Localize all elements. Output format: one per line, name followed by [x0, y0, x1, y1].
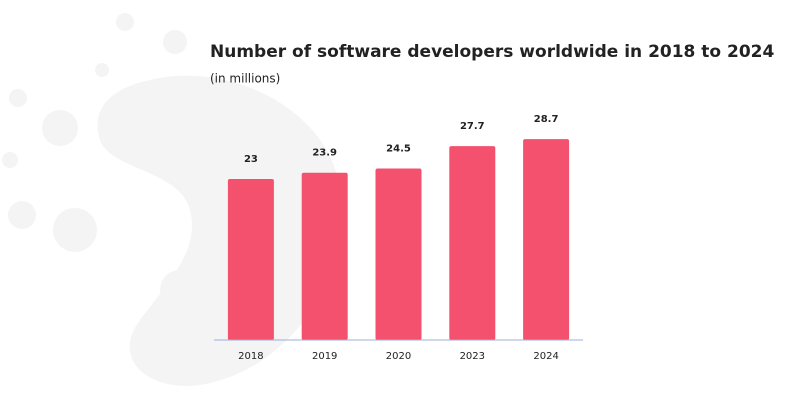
bar	[449, 146, 496, 340]
bar	[227, 179, 274, 340]
bar	[301, 172, 348, 340]
x-tick-label: 2024	[533, 351, 558, 362]
bar	[375, 168, 422, 340]
chart-subtitle: (in millions)	[210, 72, 280, 86]
x-tick-label: 2019	[312, 351, 337, 362]
background-decoration	[2, 13, 342, 386]
x-tick-label: 2018	[238, 351, 263, 362]
value-label: 24.5	[386, 144, 411, 155]
x-tick-label: 2020	[386, 351, 411, 362]
chart-title: Number of software developers worldwide …	[210, 42, 775, 62]
value-label: 23.9	[312, 148, 337, 159]
bar	[523, 139, 570, 340]
value-label: 28.7	[534, 114, 559, 125]
x-tick-label: 2023	[460, 351, 485, 362]
value-label: 23	[244, 154, 258, 165]
value-label: 27.7	[460, 121, 485, 132]
